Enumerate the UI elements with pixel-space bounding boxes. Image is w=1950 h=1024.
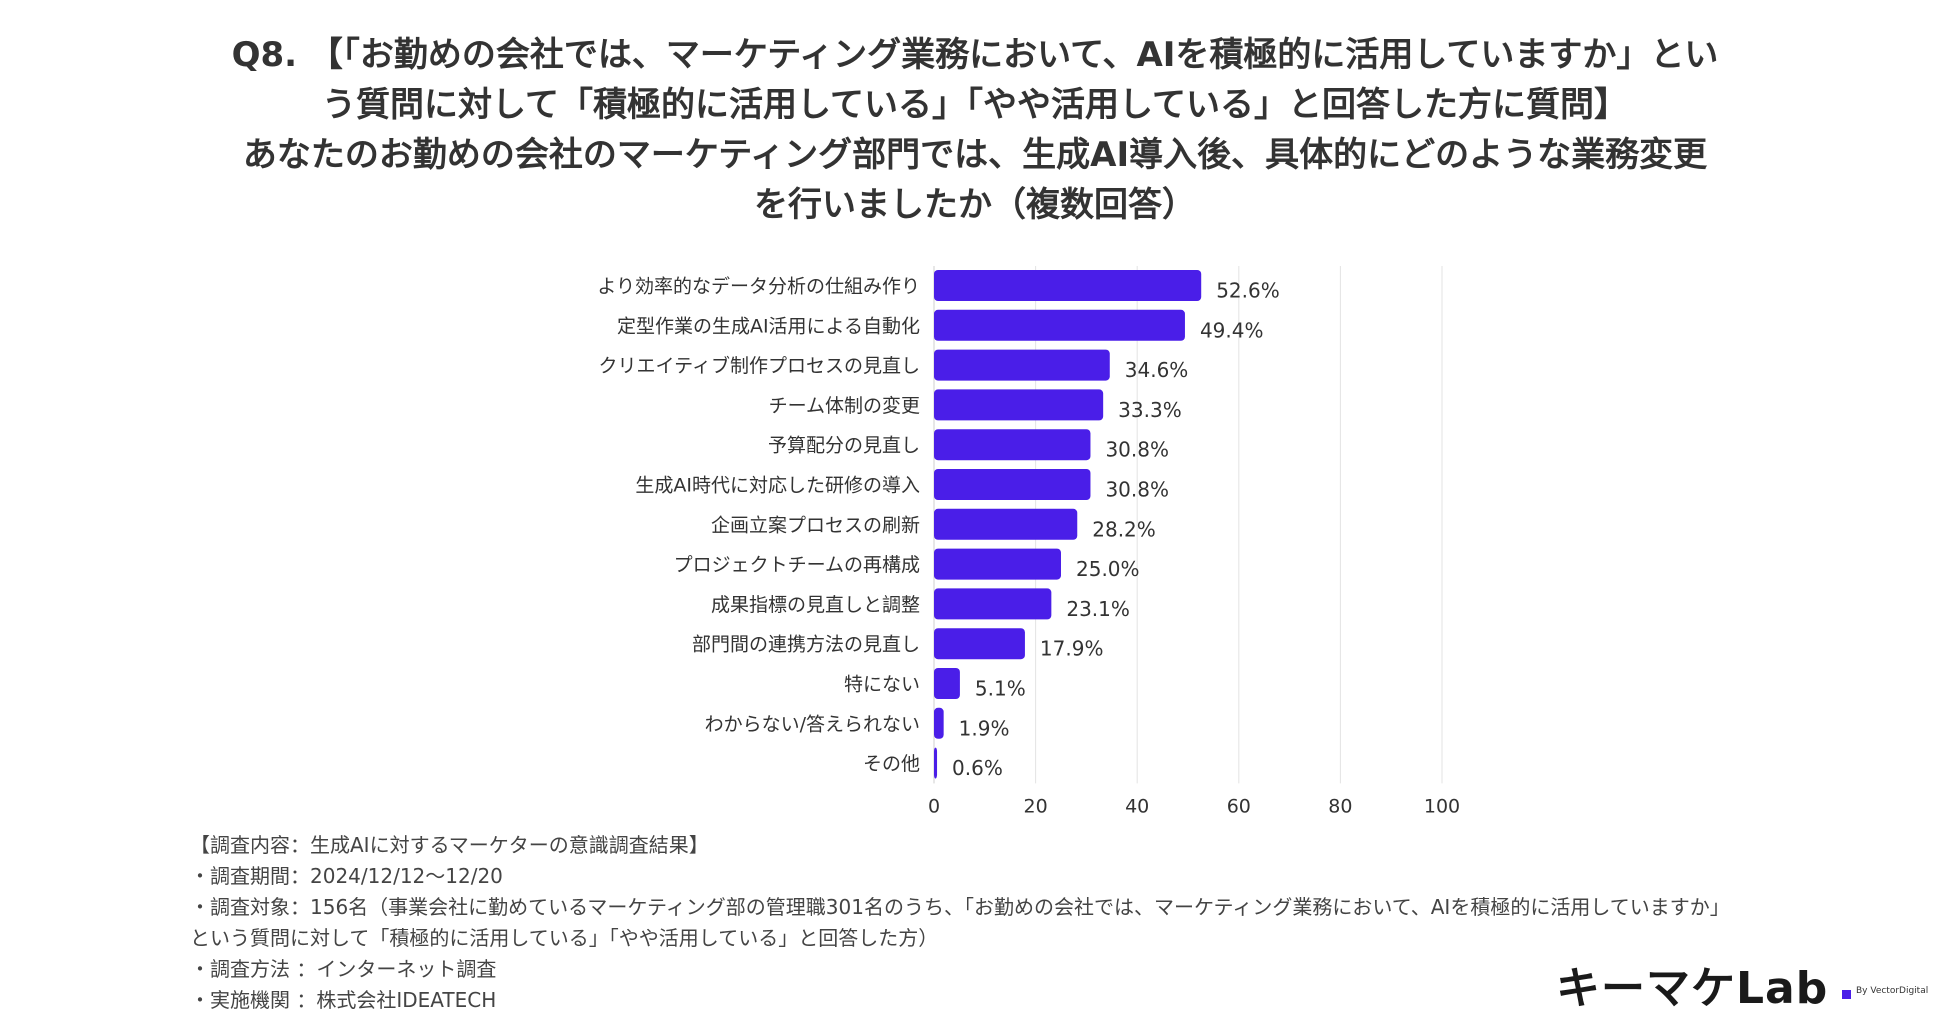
bar-1 <box>934 309 1185 341</box>
survey-notes: 【調査内容：生成AIに対するマーケターの意識調査結果】 ・調査期間：2024/1… <box>190 830 1730 1016</box>
note-line-1: 【調査内容：生成AIに対するマーケターの意識調査結果】 <box>190 833 709 857</box>
category-label-10: 特にない <box>844 674 920 696</box>
value-label-3: 33.3% <box>1118 398 1182 422</box>
category-label-9: 部門間の連携方法の見直し <box>692 634 920 656</box>
value-label-10: 5.1% <box>975 677 1026 701</box>
category-label-8: 成果指標の見直しと調整 <box>711 594 920 616</box>
note-line-3: ・調査対象：156名（事業会社に勤めているマーケティング部の管理職301名のうち… <box>190 895 1730 919</box>
bar-0 <box>934 270 1202 301</box>
bar-12 <box>934 747 938 779</box>
value-label-5: 30.8% <box>1105 478 1169 502</box>
brand-logo: キーマケLab By VectorDigital <box>1556 960 1928 1014</box>
value-label-11: 1.9% <box>959 716 1010 740</box>
category-label-2: クリエイティブ制作プロセスの見直し <box>599 354 920 377</box>
note-line-5: ・調査方法 ：インターネット調査 <box>190 957 497 981</box>
category-label-1: 定型作業の生成AI活用による自動化 <box>617 315 920 337</box>
bar-10 <box>934 668 960 699</box>
x-tick-label-100: 100 <box>1424 795 1460 817</box>
logo-mark: キーマケLab <box>1556 963 1829 1014</box>
x-tick-label-0: 0 <box>928 795 940 817</box>
logo-dot <box>1842 990 1851 999</box>
value-label-6: 28.2% <box>1092 517 1156 541</box>
bar-chart: より効率的なデータ分析の仕組み作り 52.6% 定型作業の生成AI活用による自動化 4… <box>597 266 1460 817</box>
category-label-7: プロジェクトチームの再構成 <box>674 554 920 576</box>
value-label-0: 52.6% <box>1216 279 1280 303</box>
value-label-1: 49.4% <box>1200 318 1264 342</box>
bar-4 <box>934 429 1091 461</box>
value-label-7: 25.0% <box>1076 557 1140 581</box>
value-label-2: 34.6% <box>1125 358 1189 382</box>
logo-byline: By VectorDigital <box>1856 986 1929 996</box>
chart-title: Q8. 【「お勤めの会社では、マーケティング業務において、AIを積極的に活用して… <box>100 30 1850 230</box>
bar-11 <box>934 707 944 739</box>
note-line-6: ・実施機関 ：株式会社IDEATECH <box>190 988 497 1012</box>
category-label-11: わからない/答えられない <box>705 713 920 735</box>
value-label-9: 17.9% <box>1040 637 1104 661</box>
title-line-4: を行いましたか（複数回答） <box>754 185 1196 225</box>
category-label-0: より効率的なデータ分析の仕組み作り <box>597 276 920 298</box>
bar-5 <box>934 469 1091 500</box>
bar-9 <box>934 628 1025 660</box>
title-line-2: う質問に対して「積極的に活用している」「やや活用している」と回答した方に質問】 <box>322 85 1628 125</box>
bar-2 <box>934 349 1110 381</box>
category-label-5: 生成AI時代に対応した研修の導入 <box>635 475 920 497</box>
x-tick-label-40: 40 <box>1125 795 1149 817</box>
bar-8 <box>934 588 1052 620</box>
bar-6 <box>934 508 1078 540</box>
x-tick-label-60: 60 <box>1227 795 1251 817</box>
category-label-3: チーム体制の変更 <box>769 395 920 417</box>
category-label-4: 予算配分の見直し <box>768 435 920 457</box>
note-line-4: という質問に対して「積極的に活用している」「やや活用している」と回答した方） <box>190 926 939 950</box>
category-label-6: 企画立案プロセスの刷新 <box>711 514 920 536</box>
bar-7 <box>934 548 1061 580</box>
value-label-4: 30.8% <box>1105 438 1169 462</box>
x-tick-label-80: 80 <box>1328 795 1352 817</box>
x-tick-label-20: 20 <box>1024 795 1048 817</box>
bar-3 <box>934 389 1104 421</box>
value-label-12: 0.6% <box>952 756 1003 780</box>
value-label-8: 23.1% <box>1066 597 1130 621</box>
title-line-3: あなたのお勤めの会社のマーケティング部門では、生成AI導入後、具体的にどのような… <box>242 135 1708 175</box>
category-label-12: その他 <box>863 753 920 775</box>
title-line-1: Q8. 【「お勤めの会社では、マーケティング業務において、AIを積極的に活用して… <box>231 35 1719 75</box>
note-line-2: ・調査期間：2024/12/12〜12/20 <box>190 864 503 888</box>
